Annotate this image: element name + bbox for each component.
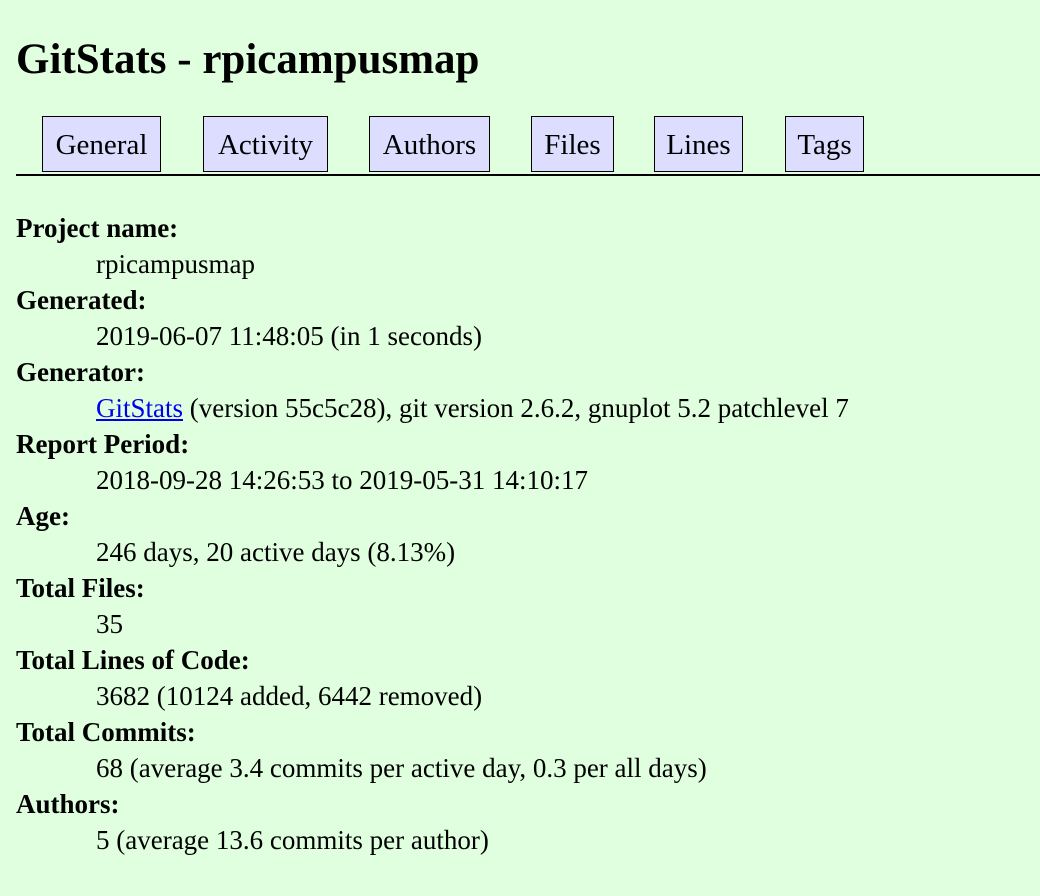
generated-label: Generated:	[16, 285, 147, 315]
total-lines-value: 3682 (10124 added, 6442 removed)	[96, 681, 483, 711]
age-value: 246 days, 20 active days (8.13%)	[96, 537, 456, 567]
age-label: Age:	[16, 501, 70, 531]
tab-authors-link[interactable]: Authors	[382, 129, 477, 161]
general-stats-list: Project name: rpicampusmap Generated: 20…	[16, 210, 1026, 858]
page-title: GitStats - rpicampusmap	[16, 36, 480, 83]
report-period-value: 2018-09-28 14:26:53 to 2019-05-31 14:10:…	[96, 465, 588, 495]
nav-bar: General Activity Authors Files Lines Tag…	[16, 116, 1040, 176]
total-files-label: Total Files:	[16, 573, 145, 603]
generator-version-text: (version 55c5c28), git version 2.6.2, gn…	[183, 393, 849, 423]
gitstats-link[interactable]: GitStats	[96, 393, 184, 423]
report-period-label: Report Period:	[16, 429, 190, 459]
total-commits-value: 68 (average 3.4 commits per active day, …	[96, 753, 707, 783]
tab-activity[interactable]: Activity	[203, 116, 328, 172]
tab-lines[interactable]: Lines	[654, 116, 743, 172]
authors-label: Authors:	[16, 789, 120, 819]
authors-value: 5 (average 13.6 commits per author)	[96, 825, 489, 855]
tab-general[interactable]: General	[42, 116, 161, 172]
total-commits-label: Total Commits:	[16, 717, 196, 747]
tab-files-link[interactable]: Files	[544, 129, 601, 161]
tab-tags-link[interactable]: Tags	[797, 129, 852, 161]
tab-lines-link[interactable]: Lines	[666, 129, 731, 161]
total-lines-label: Total Lines of Code:	[16, 645, 250, 675]
project-name-label: Project name:	[16, 213, 179, 243]
tab-tags[interactable]: Tags	[785, 116, 864, 172]
generator-label: Generator:	[16, 357, 145, 387]
total-files-value: 35	[96, 609, 123, 639]
generated-value: 2019-06-07 11:48:05 (in 1 seconds)	[96, 321, 482, 351]
tab-authors[interactable]: Authors	[369, 116, 490, 172]
project-name-value: rpicampusmap	[96, 249, 255, 279]
tab-general-link[interactable]: General	[55, 129, 148, 161]
tab-activity-link[interactable]: Activity	[217, 129, 314, 161]
tab-files[interactable]: Files	[531, 116, 614, 172]
generator-value: GitStats (version 55c5c28), git version …	[96, 390, 1026, 426]
